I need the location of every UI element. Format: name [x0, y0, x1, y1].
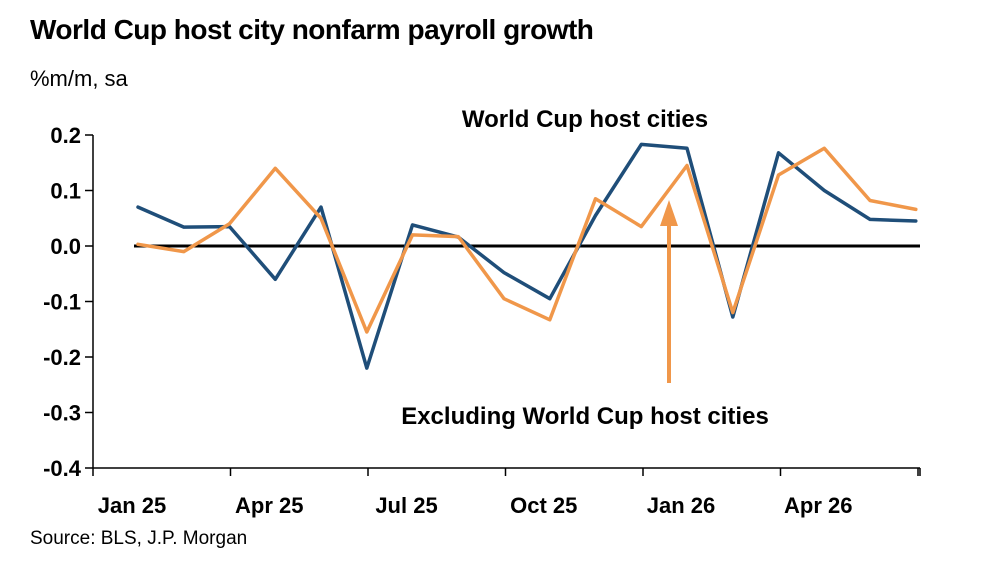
y-tick-label: 0.1 [50, 179, 81, 204]
x-tick-label: Jan 26 [647, 493, 716, 518]
annotation-arrow-head [660, 200, 678, 226]
y-tick-label: -0.4 [43, 456, 82, 481]
y-axis: 0.2 0.1 0.0 -0.1 -0.2 -0.3 -0.4 [43, 123, 94, 481]
annotations: World Cup host cities Excluding World Cu… [401, 106, 769, 430]
chart-title: World Cup host city nonfarm payroll grow… [30, 14, 594, 45]
chart-source: Source: BLS, J.P. Morgan [30, 528, 248, 549]
annotation-excluding-host-cities: Excluding World Cup host cities [401, 403, 769, 430]
x-tick-label: Jan 25 [98, 493, 167, 518]
x-tick-label: Apr 26 [784, 493, 852, 518]
annotation-host-cities: World Cup host cities [462, 106, 708, 133]
series-line-host-cities [136, 142, 918, 370]
series-line-excluding-host-cities [136, 146, 918, 334]
x-axis: Jan 25 Apr 25 Jul 25 Oct 25 Jan 26 Apr 26 [92, 467, 921, 518]
y-tick-label: 0.0 [50, 234, 81, 259]
y-tick-label: -0.3 [43, 401, 81, 426]
x-tick-label: Jul 25 [375, 493, 437, 518]
chart-subtitle: %m/m, sa [30, 66, 128, 91]
x-tick-label: Oct 25 [510, 493, 577, 518]
y-tick-label: -0.1 [43, 290, 81, 315]
series-lines [134, 142, 920, 370]
x-tick-label: Apr 25 [235, 493, 303, 518]
y-tick-label: -0.2 [43, 345, 81, 370]
y-tick-label: 0.2 [50, 123, 81, 148]
